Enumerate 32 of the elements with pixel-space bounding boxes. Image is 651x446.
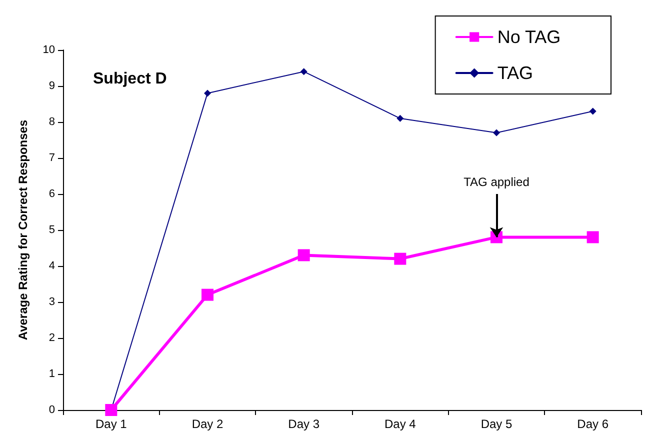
legend-label: TAG: [497, 63, 533, 83]
y-tick-label: 1: [48, 368, 55, 380]
point: [202, 288, 214, 301]
text: Subject D: [93, 70, 167, 88]
x-tick-label: Day 6: [577, 417, 609, 431]
x-tick-label: Day 4: [384, 417, 416, 431]
point: [204, 90, 211, 97]
y-axis-title: Average Rating for Correct Responses: [16, 120, 30, 340]
point: [396, 114, 404, 122]
y-tick-label: 6: [48, 188, 55, 200]
point: [493, 129, 500, 136]
y-tick-label: 4: [48, 260, 55, 272]
y-tick-label: 7: [48, 152, 55, 164]
y-tick-label: 8: [48, 116, 55, 128]
x-tick-label: Day 3: [288, 417, 320, 431]
annotation: TAG applied: [464, 175, 530, 189]
point: [300, 68, 308, 76]
y-tick-label: 0: [48, 404, 55, 416]
point: [589, 108, 596, 115]
point: [394, 252, 406, 265]
x-tick-label: Day 5: [480, 417, 512, 431]
point: [586, 231, 599, 244]
x-tick-label: Day 1: [95, 417, 128, 431]
point: [105, 404, 118, 416]
x-tick-label: Day 2: [192, 417, 224, 431]
y-tick-label: 3: [48, 296, 55, 308]
y-tick-label: 10: [42, 44, 55, 56]
y-tick-label: 9: [48, 80, 55, 92]
y-tick-label: 5: [48, 224, 55, 236]
y-tick-label: 2: [48, 332, 55, 344]
legend-label: No TAG: [497, 27, 561, 47]
point: [298, 249, 310, 262]
